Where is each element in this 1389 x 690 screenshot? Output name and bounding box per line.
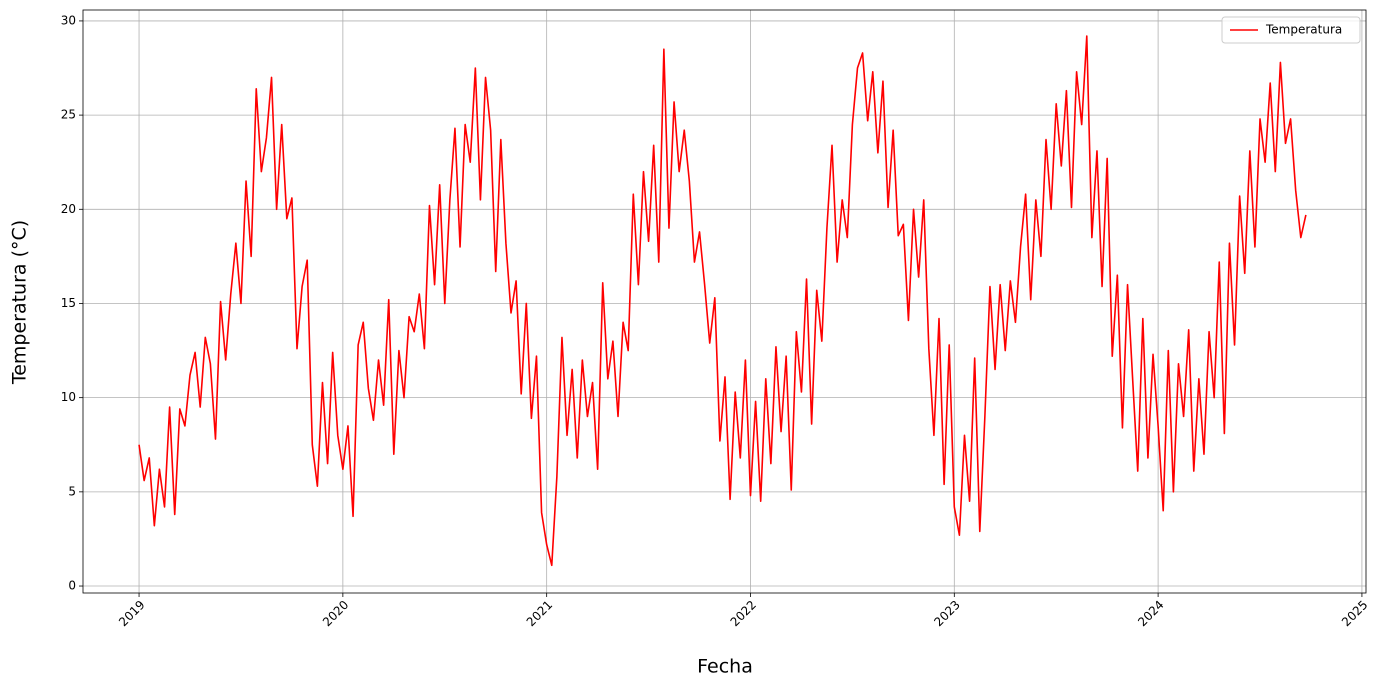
data-line bbox=[138, 35, 1307, 567]
x-axis-label: Fecha bbox=[697, 656, 753, 678]
legend-label: Temperatura bbox=[1265, 23, 1342, 37]
x-tick-label: 2023 bbox=[931, 598, 962, 629]
plot-frame bbox=[82, 9, 1367, 594]
y-tick-label: 15 bbox=[61, 296, 76, 310]
y-tick-label: 0 bbox=[68, 579, 76, 593]
x-tick-label: 2022 bbox=[728, 598, 759, 629]
x-tick-label: 2021 bbox=[524, 598, 555, 629]
y-axis-label: Temperatura (°C) bbox=[9, 220, 31, 385]
x-tick-label: 2019 bbox=[116, 598, 147, 629]
legend-box bbox=[1221, 16, 1361, 44]
x-tick-label: 2025 bbox=[1339, 598, 1370, 629]
y-tick-label: 10 bbox=[61, 390, 76, 404]
y-tick-label: 25 bbox=[61, 108, 76, 122]
x-tick-label: 2024 bbox=[1135, 598, 1166, 629]
y-tick-label: 30 bbox=[61, 13, 76, 27]
x-tick-label: 2020 bbox=[320, 598, 351, 629]
y-tick-label: 20 bbox=[61, 202, 76, 216]
legend: Temperatura bbox=[1221, 16, 1361, 44]
y-tick-label: 5 bbox=[68, 484, 76, 498]
